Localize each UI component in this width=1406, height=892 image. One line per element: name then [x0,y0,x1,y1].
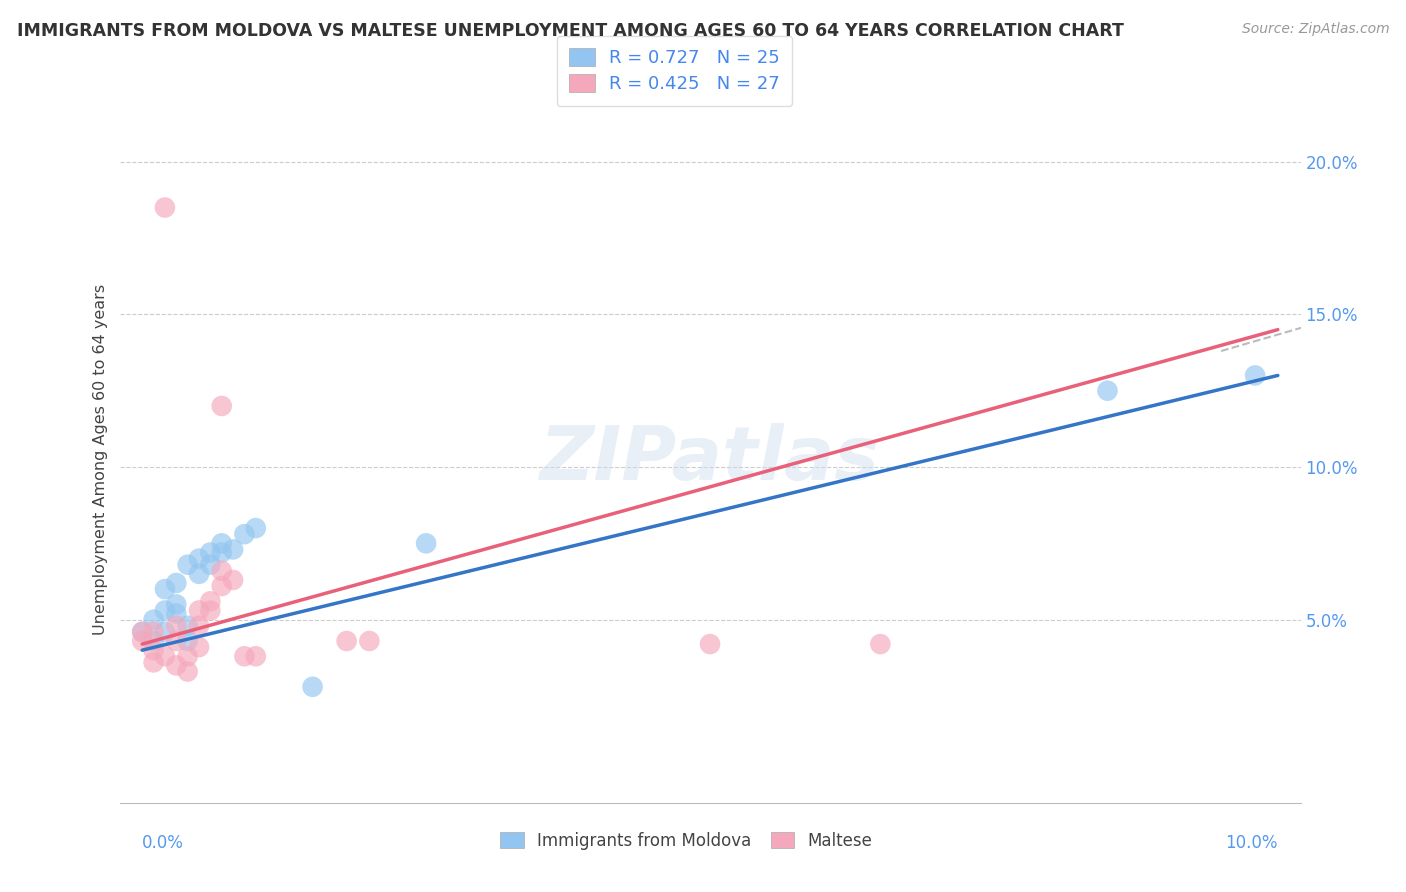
Point [200,603,222,617]
Point [222,542,245,557]
Point [233,527,256,541]
Point [153,603,176,617]
Point [233,649,256,664]
Point [188,603,211,617]
Point [245,521,267,535]
Text: 10.0%: 10.0% [1226,834,1278,852]
Point [211,536,233,550]
Point [142,643,165,657]
Point [165,658,187,673]
Point [165,634,187,648]
Point [176,634,198,648]
Point [153,649,176,664]
Point [211,579,233,593]
Text: 0.0%: 0.0% [142,834,184,852]
Point [200,545,222,559]
Point [176,665,198,679]
Point [153,201,176,215]
Point [131,624,153,639]
Y-axis label: Unemployment Among Ages 60 to 64 years: Unemployment Among Ages 60 to 64 years [93,284,108,635]
Point [165,619,187,633]
Point [176,558,198,572]
Text: IMMIGRANTS FROM MOLDOVA VS MALTESE UNEMPLOYMENT AMONG AGES 60 TO 64 YEARS CORREL: IMMIGRANTS FROM MOLDOVA VS MALTESE UNEMP… [17,22,1123,40]
Legend: Immigrants from Moldova, Maltese: Immigrants from Moldova, Maltese [494,825,879,856]
Point [188,640,211,654]
Text: ZIPatlas: ZIPatlas [540,423,880,496]
Point [211,564,233,578]
Point [245,649,267,664]
Point [176,649,198,664]
Point [131,634,153,648]
Point [1244,368,1267,383]
Point [699,637,721,651]
Point [165,598,187,612]
Point [1097,384,1119,398]
Point [415,536,437,550]
Point [165,576,187,591]
Point [222,573,245,587]
Point [153,624,176,639]
Point [142,624,165,639]
Point [869,637,891,651]
Point [359,634,381,648]
Point [153,582,176,596]
Point [200,558,222,572]
Point [301,680,323,694]
Point [142,613,165,627]
Point [200,594,222,608]
Point [176,619,198,633]
Point [142,656,165,670]
Point [188,551,211,566]
Point [131,624,153,639]
Point [142,634,165,648]
Point [211,399,233,413]
Point [336,634,359,648]
Point [188,619,211,633]
Point [211,545,233,559]
Text: Source: ZipAtlas.com: Source: ZipAtlas.com [1241,22,1389,37]
Point [188,566,211,581]
Point [165,607,187,621]
